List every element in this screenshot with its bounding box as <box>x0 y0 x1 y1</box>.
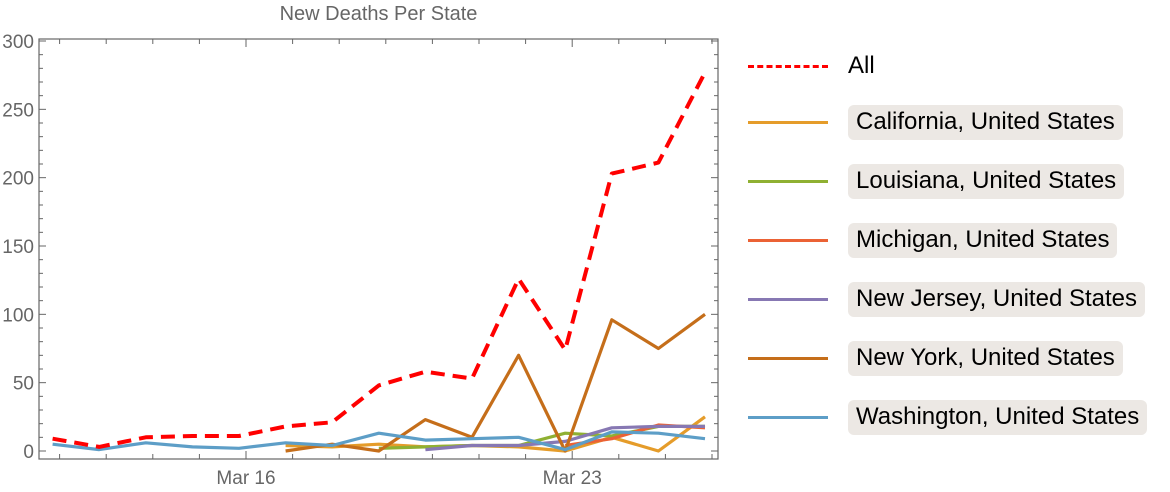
legend-swatch-michigan <box>748 238 828 242</box>
legend-swatch-all <box>748 64 828 68</box>
legend-label[interactable]: Washington, United States <box>848 399 1148 435</box>
y-tick-label: 250 <box>2 100 34 121</box>
legend-label[interactable]: Michigan, United States <box>848 222 1118 258</box>
legend-label[interactable]: California, United States <box>848 104 1123 140</box>
legend-item-california[interactable]: California, United States <box>748 104 1123 140</box>
legend-item-washington[interactable]: Washington, United States <box>748 399 1148 435</box>
y-tick-label: 300 <box>2 32 34 53</box>
plot-series <box>52 71 707 453</box>
series-line <box>285 313 706 453</box>
series-line <box>425 424 705 452</box>
legend-swatch-washington <box>748 415 828 419</box>
legend-item-new-jersey[interactable]: New Jersey, United States <box>748 281 1146 317</box>
y-tick-label: 50 <box>13 374 34 395</box>
y-tick-label: 0 <box>23 442 34 463</box>
y-tick-label: 150 <box>2 237 34 258</box>
legend-label[interactable]: New York, United States <box>848 340 1123 376</box>
x-tick-label: Mar 16 <box>216 468 275 489</box>
legend-label[interactable]: Louisiana, United States <box>848 163 1125 199</box>
legend-label: All <box>848 51 875 79</box>
legend-item-new-york[interactable]: New York, United States <box>748 340 1123 376</box>
y-tick-label: 100 <box>2 305 34 326</box>
legend-swatch-new-jersey <box>748 297 828 301</box>
legend-item-michigan[interactable]: Michigan, United States <box>748 222 1118 258</box>
series-line <box>52 430 706 452</box>
x-tick-label: Mar 23 <box>543 468 602 489</box>
legend-swatch-louisiana <box>748 179 828 183</box>
y-tick-label: 200 <box>2 169 34 190</box>
legend-item-louisiana[interactable]: Louisiana, United States <box>748 163 1125 199</box>
series-line <box>52 71 707 449</box>
legend-swatch-new-york <box>748 356 828 360</box>
chart-title: New Deaths Per State <box>279 3 478 25</box>
legend-label[interactable]: New Jersey, United States <box>848 281 1146 317</box>
plot-frame: 0 50 100 150 200 250 300 Mar 16 Mar 23 <box>2 32 719 489</box>
legend-item-all: All <box>748 48 875 84</box>
legend-swatch-california <box>748 120 828 124</box>
